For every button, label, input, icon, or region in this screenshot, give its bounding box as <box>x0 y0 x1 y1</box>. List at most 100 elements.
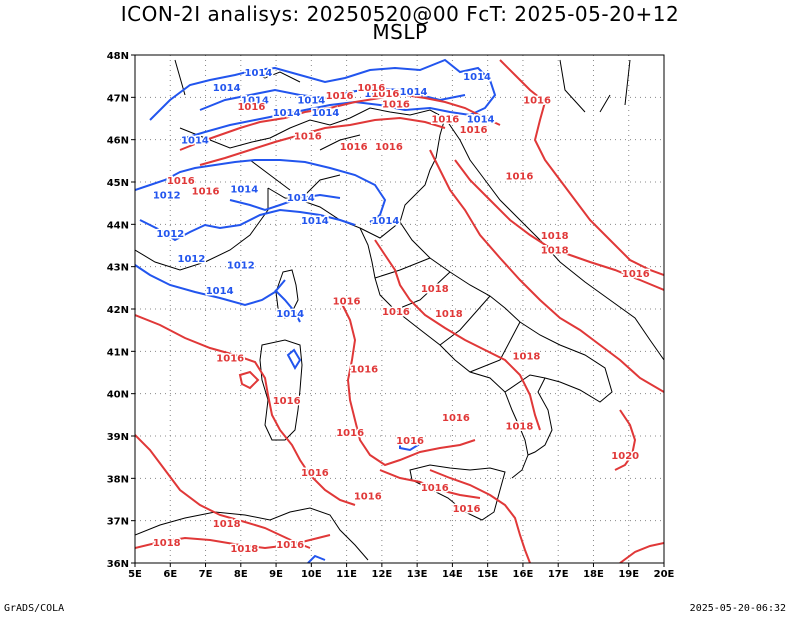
isobar-label: 1018 <box>513 352 541 363</box>
isobar-label: 1014 <box>181 136 209 147</box>
isobar-labels: 1014 1014 1014 1014 1014 1014 1014 1012 1014 1014… <box>151 66 651 556</box>
isobar-label: 1016 <box>460 125 488 136</box>
x-tick-label: 5E <box>128 569 142 580</box>
y-tick-label: 36N <box>107 559 129 570</box>
isobar-red-alps <box>179 93 501 151</box>
grid-lines <box>135 55 664 563</box>
y-tick-label: 38N <box>107 474 129 485</box>
isobar-label: 1012 <box>156 229 184 240</box>
x-tick-label: 16E <box>513 569 534 580</box>
isobar-label: 1020 <box>611 451 639 462</box>
y-tick-label: 45N <box>107 178 129 189</box>
isobar-label: 1014 <box>297 95 325 106</box>
isobar-label: 1016 <box>273 396 301 407</box>
isobar-label: 1014 <box>276 309 304 320</box>
isobar-label: 1014 <box>273 108 301 119</box>
regional-borders <box>249 134 546 393</box>
isobar-label: 1014 <box>371 216 399 227</box>
isobar-label: 1018 <box>505 421 533 432</box>
isobar-label: 1016 <box>333 297 361 308</box>
isobar-red-adriatic <box>429 149 664 393</box>
isobar-label: 1016 <box>301 468 329 479</box>
isobar-label: 1016 <box>354 491 382 502</box>
isobar-red-italy <box>374 239 541 431</box>
x-tick-label: 7E <box>199 569 213 580</box>
isobar-red-west <box>135 314 356 506</box>
isobar-label: 1016 <box>192 186 220 197</box>
isobar-label: 1014 <box>230 184 258 195</box>
isobar-blue-corsica <box>274 289 301 323</box>
isobar-label: 1014 <box>312 108 340 119</box>
map-plot: 1014 1014 1014 1014 1014 1014 1014 1012 1014 1014… <box>107 51 675 580</box>
isobar-label: 1014 <box>400 87 428 98</box>
isobar-blue-gulf <box>135 264 286 307</box>
x-tick-label: 13E <box>407 569 428 580</box>
footer-software-label: GrADS/COLA <box>4 603 65 614</box>
isobar-blue-sardinia <box>286 348 302 370</box>
isobar-label: 1016 <box>326 91 354 102</box>
isobar-label: 1016 <box>523 95 551 106</box>
isobar-label: 1016 <box>371 89 399 100</box>
x-tick-label: 20E <box>654 569 675 580</box>
y-tick-label: 48N <box>107 51 129 62</box>
isobar-red-adriatic2 <box>454 159 664 291</box>
isobar-blue-north <box>149 58 497 139</box>
italy-west-coast <box>267 187 529 479</box>
isobar-label: 1014 <box>287 193 315 204</box>
isobar-red-se <box>619 542 664 563</box>
balkan-coast <box>444 117 664 361</box>
isobar-label: 1014 <box>206 286 234 297</box>
sicily <box>409 464 506 521</box>
isobar-red-sardinia-west <box>238 370 260 390</box>
isobar-red-ionian <box>429 469 531 563</box>
italy-east-coast <box>399 157 613 456</box>
africa-coast <box>135 507 369 561</box>
isobar-label: 1014 <box>241 95 269 106</box>
isobar-label: 1014 <box>467 115 495 126</box>
isobar-label: 1016 <box>431 115 459 126</box>
isobar-label: 1016 <box>375 142 403 153</box>
isobar-blue-west2 <box>139 208 356 242</box>
chart-title: ICON-2I analisys: 20250520@00 FcT: 2025-… <box>120 2 680 26</box>
isobar-label: 1016 <box>237 102 265 113</box>
isobar-label: 1016 <box>382 307 410 318</box>
isobars-high-pressure <box>135 59 664 563</box>
isobar-red-sw <box>135 434 311 549</box>
isobar-label: 1018 <box>213 519 241 530</box>
isobar-label: 1018 <box>541 231 569 242</box>
x-tick-label: 12E <box>371 569 392 580</box>
isobar-blue-ligurian <box>229 193 341 212</box>
isobar-label: 1014 <box>301 216 329 227</box>
isobar-red-ionian2 <box>614 409 637 471</box>
alpine-features <box>174 59 631 113</box>
isobar-label: 1016 <box>421 483 449 494</box>
y-tick-label: 40N <box>107 390 129 401</box>
isobar-label: 1012 <box>364 89 392 100</box>
isobar-label: 1016 <box>276 540 304 551</box>
x-tick-label: 15E <box>477 569 498 580</box>
isobar-label: 1014 <box>245 68 273 79</box>
isobar-blue-tyrrhenian <box>399 438 420 452</box>
isobar-red-south <box>135 534 331 550</box>
x-tick-label: 6E <box>163 569 177 580</box>
x-tick-label: 8E <box>234 569 248 580</box>
isobar-label: 1016 <box>216 354 244 365</box>
x-tick-label: 17E <box>548 569 569 580</box>
x-tick-label: 19E <box>618 569 639 580</box>
alpine-border <box>179 107 446 159</box>
y-tick-label: 44N <box>107 220 129 231</box>
y-tick-label: 39N <box>107 432 129 443</box>
axis-ticks: 5E 6E 7E 8E 9E 10E 11E 12E 13E 14E 15E 16E 17E 18E 19E… <box>107 51 675 580</box>
isobar-label: 1018 <box>230 544 258 555</box>
isobar-red-alps2 <box>199 116 446 166</box>
isobar-label: 1012 <box>153 191 181 202</box>
isobar-label: 1016 <box>167 176 195 187</box>
isobar-label: 1014 <box>463 72 491 83</box>
isobar-blue-west <box>135 159 387 223</box>
y-tick-label: 43N <box>107 263 129 274</box>
y-tick-label: 41N <box>107 347 129 358</box>
isobar-label: 1016 <box>340 142 368 153</box>
isobar-label: 1018 <box>421 284 449 295</box>
isobar-blue-south <box>307 554 326 563</box>
isobar-label: 1018 <box>153 538 181 549</box>
